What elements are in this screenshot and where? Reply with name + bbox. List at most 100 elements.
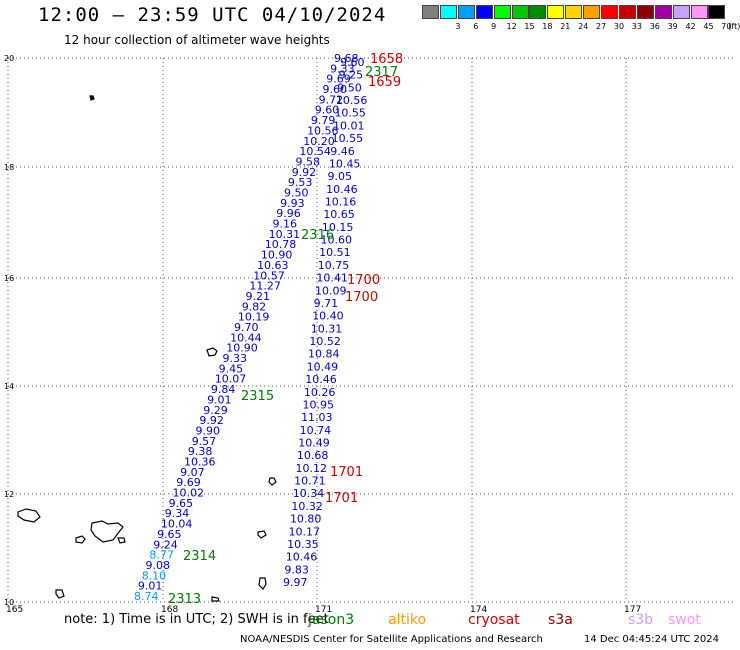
pass-time-label: 1701 bbox=[330, 465, 363, 480]
satellite-cryosat: cryosat bbox=[468, 612, 520, 628]
footnote: note: 1) Time is in UTC; 2) SWH is in fe… bbox=[64, 612, 329, 627]
wave-height-value: 10.07 bbox=[215, 373, 247, 386]
islands bbox=[17, 95, 277, 602]
wave-height-value: 10.74 bbox=[300, 424, 332, 437]
legend-swatch bbox=[672, 5, 690, 19]
pass-time-label: 1659 bbox=[368, 75, 401, 90]
wave-height-value: 9.90 bbox=[196, 424, 221, 437]
legend-swatch bbox=[439, 5, 457, 19]
wave-height-value: 9.29 bbox=[203, 404, 228, 417]
wave-height-value: 9.69 bbox=[176, 476, 201, 489]
wave-height-value: 10.26 bbox=[304, 386, 336, 399]
wave-height-value: 10.31 bbox=[311, 322, 343, 335]
wave-height-value: 9.71 bbox=[314, 297, 339, 310]
legend-swatch bbox=[583, 5, 601, 19]
wave-height-value: 10.65 bbox=[323, 208, 355, 221]
wave-height-value: 9.05 bbox=[327, 170, 352, 183]
wave-height-value: 9.69 bbox=[326, 73, 351, 86]
wave-height-value: 10.46 bbox=[286, 551, 318, 564]
island bbox=[117, 537, 126, 544]
island bbox=[268, 477, 277, 486]
wave-height-value: 10.49 bbox=[307, 360, 339, 373]
wave-height-value: 10.01 bbox=[333, 119, 365, 132]
lon-label: 168 bbox=[161, 605, 178, 615]
legend-swatch bbox=[529, 5, 547, 19]
pass-time-label: 2315 bbox=[241, 389, 274, 404]
wave-height-value: 11.27 bbox=[249, 280, 281, 293]
island bbox=[211, 596, 220, 602]
lat-label: 12 bbox=[4, 490, 14, 499]
wave-height-value: 11.03 bbox=[301, 411, 333, 424]
wave-height-value: 10.16 bbox=[325, 196, 357, 209]
lat-label: 18 bbox=[4, 163, 14, 172]
wave-height-value: 9.72 bbox=[319, 93, 344, 106]
wave-height-value: 10.45 bbox=[329, 157, 361, 170]
legend-swatch bbox=[618, 5, 636, 19]
wave-height-value: 10.55 bbox=[334, 107, 366, 120]
wave-height-value: 9.57 bbox=[192, 435, 217, 448]
wave-height-value: 10.12 bbox=[296, 462, 328, 475]
generated-timestamp: 14 Dec 04:45:24 UTC 2024 bbox=[584, 634, 719, 645]
wave-height-value: 10.56 bbox=[307, 124, 339, 137]
pass-time-label: 2316 bbox=[301, 228, 334, 243]
wave-height-value: 10.63 bbox=[257, 259, 289, 272]
island bbox=[206, 347, 218, 357]
legend-label: 39 bbox=[667, 22, 678, 31]
wave-height-value: 8.10 bbox=[142, 569, 167, 582]
satellite-jason3: jason3 bbox=[308, 612, 355, 628]
map-subtitle: 12 hour collection of altimeter wave hei… bbox=[64, 33, 330, 47]
wave-height-value: 10.32 bbox=[291, 500, 323, 513]
wave-height-value: 9.33 bbox=[330, 62, 355, 75]
wave-height-value: 9.68 bbox=[334, 52, 359, 65]
wave-height-value: 9.34 bbox=[165, 507, 190, 520]
legend-label: 15 bbox=[524, 22, 535, 31]
legend-swatch bbox=[547, 5, 565, 19]
wave-height-value: 10.46 bbox=[326, 183, 358, 196]
legend-swatch bbox=[636, 5, 654, 19]
wave-height-value: 10.09 bbox=[315, 284, 347, 297]
legend-label: 12 bbox=[506, 22, 517, 31]
wave-height-value: 9.24 bbox=[153, 538, 178, 551]
island bbox=[75, 535, 86, 544]
legend-label: 70 bbox=[721, 22, 732, 31]
legend-swatch bbox=[457, 5, 475, 19]
wave-height-value: 9.16 bbox=[272, 218, 297, 231]
wave-height-value: 9.70 bbox=[234, 321, 259, 334]
wave-height-value: 10.49 bbox=[298, 436, 330, 449]
satellite-s3a: s3a bbox=[548, 612, 573, 628]
wave-height-value: 10.90 bbox=[226, 342, 257, 355]
wave-height-value: 9.08 bbox=[146, 559, 171, 572]
wave-height-value: 10.31 bbox=[269, 228, 301, 241]
lat-label: 20 bbox=[4, 54, 14, 63]
wave-height-value: 10.95 bbox=[302, 398, 334, 411]
wave-height-value: 10.78 bbox=[265, 238, 297, 251]
wave-height-value: 9.50 bbox=[337, 81, 362, 94]
wave-height-value: 10.52 bbox=[309, 335, 341, 348]
wave-height-value: 10.44 bbox=[230, 331, 262, 344]
wave-height-value: 10.60 bbox=[321, 234, 353, 247]
island bbox=[90, 520, 124, 543]
legend-label: 9 bbox=[491, 22, 497, 31]
wave-height-value: 9.96 bbox=[276, 207, 301, 220]
pass-time-label: 1700 bbox=[345, 290, 378, 305]
wave-height-value: 9.65 bbox=[157, 528, 182, 541]
legend-label: 18 bbox=[542, 22, 553, 31]
island bbox=[55, 589, 65, 599]
map-title: 12:00 – 23:59 UTC 04/10/2024 bbox=[38, 4, 387, 26]
legend-swatch bbox=[690, 5, 708, 19]
wave-height-value: 10.40 bbox=[312, 310, 344, 323]
wave-height-value: 9.93 bbox=[280, 197, 305, 210]
wave-height-value: 9.21 bbox=[246, 290, 270, 303]
wave-height-value: 10.19 bbox=[238, 311, 270, 324]
wave-height-value: 10.17 bbox=[289, 525, 321, 538]
legend-label: 45 bbox=[703, 22, 714, 31]
wave-height-value: 9.60 bbox=[322, 83, 347, 96]
legend-label: 33 bbox=[631, 22, 642, 31]
pass-time-label: 2317 bbox=[365, 65, 398, 80]
wave-height-value: 9.25 bbox=[339, 69, 364, 82]
legend-swatch bbox=[511, 5, 529, 19]
island bbox=[17, 508, 41, 523]
wave-height-value: 9.92 bbox=[199, 414, 224, 427]
legend-label: 27 bbox=[596, 22, 607, 31]
wave-height-value: 10.36 bbox=[184, 456, 216, 469]
